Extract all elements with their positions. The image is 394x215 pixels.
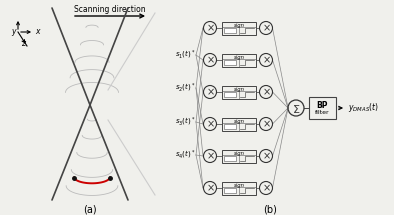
Text: $s_3(t)^*$: $s_3(t)^*$	[175, 116, 195, 128]
Text: y: y	[11, 28, 15, 37]
Text: (a): (a)	[83, 205, 97, 215]
Text: sign: sign	[234, 151, 245, 156]
Text: $\times$: $\times$	[262, 119, 270, 130]
Text: $\Sigma$: $\Sigma$	[292, 103, 300, 115]
Bar	[222, 149, 256, 163]
Text: $\times$: $\times$	[262, 183, 270, 194]
Bar	[222, 118, 256, 131]
Text: sign: sign	[234, 55, 245, 60]
Bar	[222, 54, 256, 66]
Text: $\times$: $\times$	[206, 87, 214, 98]
Text: $\times$: $\times$	[206, 183, 214, 194]
Text: $\times$: $\times$	[206, 119, 214, 130]
Text: sign: sign	[234, 119, 245, 124]
Text: $\times$: $\times$	[262, 151, 270, 162]
Text: $\times$: $\times$	[262, 87, 270, 98]
Bar	[224, 156, 236, 161]
Bar	[224, 124, 236, 129]
Bar	[224, 28, 236, 33]
Text: sign: sign	[234, 87, 245, 92]
Text: $\times$: $\times$	[262, 23, 270, 34]
Text: x: x	[35, 28, 39, 37]
Text: $s_2(t)^*$: $s_2(t)^*$	[175, 82, 195, 94]
Bar	[309, 97, 336, 119]
Bar	[224, 60, 236, 65]
Text: sign: sign	[234, 183, 245, 188]
Bar	[222, 86, 256, 98]
Text: BP: BP	[317, 100, 328, 109]
Text: z: z	[21, 40, 25, 49]
Text: $\times$: $\times$	[262, 55, 270, 66]
Text: $s_1(t)^*$: $s_1(t)^*$	[175, 49, 195, 61]
Bar	[222, 181, 256, 195]
Bar	[222, 22, 256, 34]
Text: $y_{DMAS}(t)$: $y_{DMAS}(t)$	[348, 101, 379, 115]
Text: (b): (b)	[263, 205, 277, 215]
Bar	[224, 92, 236, 97]
Text: $s_4(t)^*$: $s_4(t)^*$	[175, 149, 195, 161]
Text: $\times$: $\times$	[206, 23, 214, 34]
Text: $\times$: $\times$	[206, 55, 214, 66]
Text: Scanning direction: Scanning direction	[74, 5, 146, 14]
Text: filter: filter	[315, 111, 330, 115]
Text: sign: sign	[234, 23, 245, 28]
Bar	[224, 188, 236, 193]
Text: $\times$: $\times$	[206, 151, 214, 162]
